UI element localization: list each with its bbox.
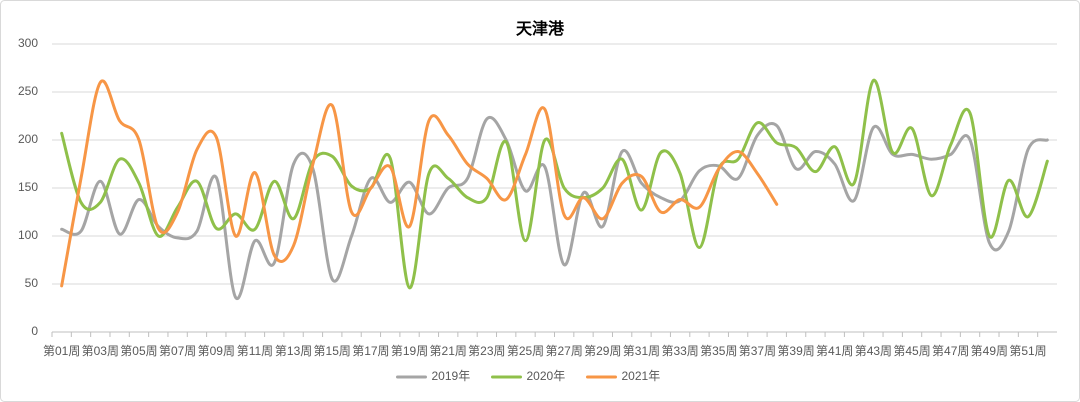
- x-tick-label: 第29周: [584, 344, 621, 358]
- x-tick-label: 第19周: [391, 344, 428, 358]
- chart-title: 天津港: [516, 19, 565, 38]
- y-tick-label: 300: [18, 36, 38, 50]
- x-tick-label: 第47周: [932, 344, 969, 358]
- x-tick-label: 第41周: [816, 344, 853, 358]
- x-tick-label: 第37周: [739, 344, 776, 358]
- x-tick-label: 第21周: [430, 344, 467, 358]
- legend-label: 2021年: [622, 369, 661, 383]
- x-tick-label: 第01周: [43, 344, 80, 358]
- x-tick-label: 第05周: [120, 344, 157, 358]
- legend-label: 2019年: [432, 369, 471, 383]
- y-tick-label: 150: [18, 180, 38, 194]
- y-tick-label: 100: [18, 228, 38, 242]
- x-tick-label: 第11周: [237, 344, 273, 358]
- x-tick-label: 第09周: [198, 344, 235, 358]
- x-tick-label: 第03周: [82, 344, 119, 358]
- x-tick-label: 第15周: [314, 344, 351, 358]
- line-series: [60, 115, 1049, 301]
- x-tick-label: 第39周: [777, 344, 814, 358]
- x-tick-label: 第51周: [1009, 344, 1046, 358]
- x-tick-label: 第17周: [352, 344, 389, 358]
- x-tick-label: 第07周: [159, 344, 196, 358]
- y-tick-label: 250: [18, 84, 38, 98]
- x-tick-label: 第43周: [855, 344, 892, 358]
- x-tick-label: 第49周: [971, 344, 1008, 358]
- y-tick-label: 200: [18, 132, 38, 146]
- x-tick-label: 第13周: [275, 344, 312, 358]
- line-series: [60, 79, 779, 288]
- x-tick-label: 第33周: [661, 344, 698, 358]
- x-tick-label: 第27周: [545, 344, 582, 358]
- x-tick-label: 第23周: [468, 344, 505, 358]
- x-tick-label: 第45周: [893, 344, 930, 358]
- y-tick-label: 50: [25, 276, 39, 290]
- legend-label: 2020年: [527, 369, 566, 383]
- y-tick-label: 0: [31, 324, 38, 338]
- x-tick-label: 第25周: [507, 344, 544, 358]
- x-tick-label: 第31周: [623, 344, 660, 358]
- x-tick-label: 第35周: [700, 344, 737, 358]
